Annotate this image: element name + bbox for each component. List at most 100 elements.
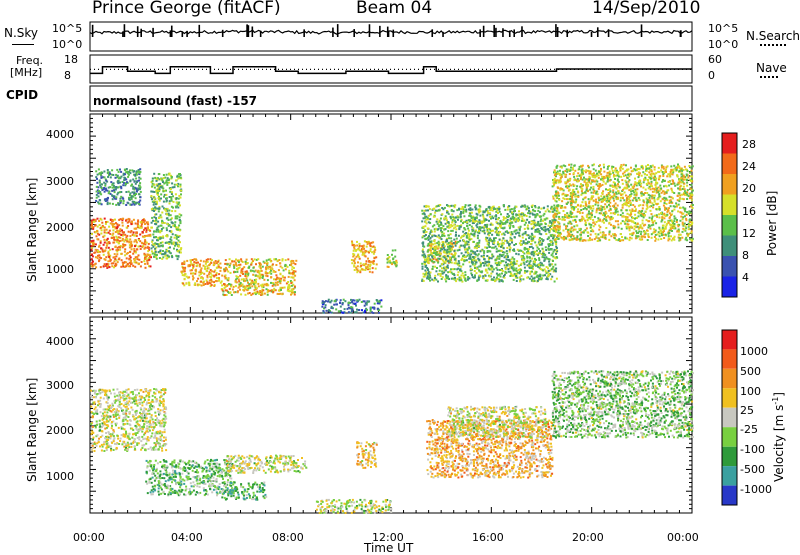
power-pixel [450,233,452,235]
power-pixel [174,210,176,212]
power-pixel [545,223,547,225]
power-pixel [464,278,466,280]
power-pixel [103,244,105,246]
power-pixel [509,251,511,253]
power-pixel [136,248,138,250]
power-pixel [430,249,432,251]
power-pixel [462,255,464,257]
power-pixel [543,260,545,262]
power-pixel [104,242,106,244]
power-pixel [162,206,164,208]
power-pixel [424,276,426,278]
power-pixel [156,180,158,182]
power-pixel [258,293,260,295]
power-pixel [524,224,526,226]
power-pixel [178,195,180,197]
power-pixel [421,210,423,212]
power-pixel [529,256,531,258]
power-pixel [540,268,542,270]
power-pixel [370,310,372,312]
power-pixel [476,268,478,270]
power-pixel [263,279,265,281]
power-pixel [133,219,135,221]
power-pixel [91,254,93,256]
power-pixel [545,270,547,272]
power-pixel [523,253,525,255]
power-pixel [540,278,542,280]
power-pixel [99,184,101,186]
power-pixel [554,264,556,266]
power-pixel [325,300,327,302]
power-pixel [526,256,528,258]
power-pixel [213,285,215,287]
power-pixel [593,225,595,227]
power-pixel [460,213,462,215]
power-pixel [421,220,423,222]
power-pixel [556,278,558,280]
power-pixel [266,259,268,261]
power-pixel [457,216,459,218]
power-pixel [107,176,109,178]
power-pixel [468,215,470,217]
power-pixel [534,241,536,243]
power-pixel [525,208,527,210]
power-pixel [260,264,262,266]
power-pixel [476,247,478,249]
power-pixel [444,207,446,209]
power-pixel [428,221,430,223]
power-pixel [200,273,202,275]
power-pixel [168,243,170,245]
power-pixel [499,256,501,258]
power-pixel [186,283,188,285]
power-pixel [125,265,127,267]
power-pixel [152,253,154,255]
power-pixel [98,173,100,175]
power-pixel [266,263,268,265]
power-pixel [552,211,554,213]
power-pixel [360,265,362,267]
power-pixel [134,259,136,261]
power-pixel [652,206,654,208]
power-pixel [165,182,167,184]
power-pixel [435,210,437,212]
power-pixel [372,312,374,314]
power-pixel [438,273,440,275]
power-pixel [175,255,177,257]
power-pixel [208,267,210,269]
power-pixel [92,255,94,257]
power-pixel [132,265,134,267]
power-pixel [672,173,674,175]
power-pixel [237,268,239,270]
power-pixel [685,218,687,220]
power-pixel [116,193,118,195]
power-pixel [524,263,526,265]
power-pixel [395,260,397,262]
power-pixel [186,260,188,262]
power-pixel [370,248,372,250]
power-pixel [93,219,95,221]
power-pixel [125,171,127,173]
power-pixel [481,255,483,257]
power-pixel [97,257,99,259]
power-pixel [566,212,568,214]
power-pixel [161,222,163,224]
power-pixel [152,234,154,236]
power-pixel [275,271,277,273]
power-pixel [222,289,224,291]
power-pixel [291,266,293,268]
power-pixel [258,266,260,268]
power-pixel [282,275,284,277]
power-pixel [174,184,176,186]
power-pixel [237,276,239,278]
power-pixel [355,249,357,251]
power-pixel [108,241,110,243]
power-pixel [160,225,162,227]
power-pixel [460,245,462,247]
power-pixel [201,285,203,287]
power-pixel [516,270,518,272]
power-pixel [221,284,223,286]
power-pixel [545,233,547,235]
power-pixel [445,217,447,219]
power-pixel [149,254,151,256]
power-pixel [519,242,521,244]
